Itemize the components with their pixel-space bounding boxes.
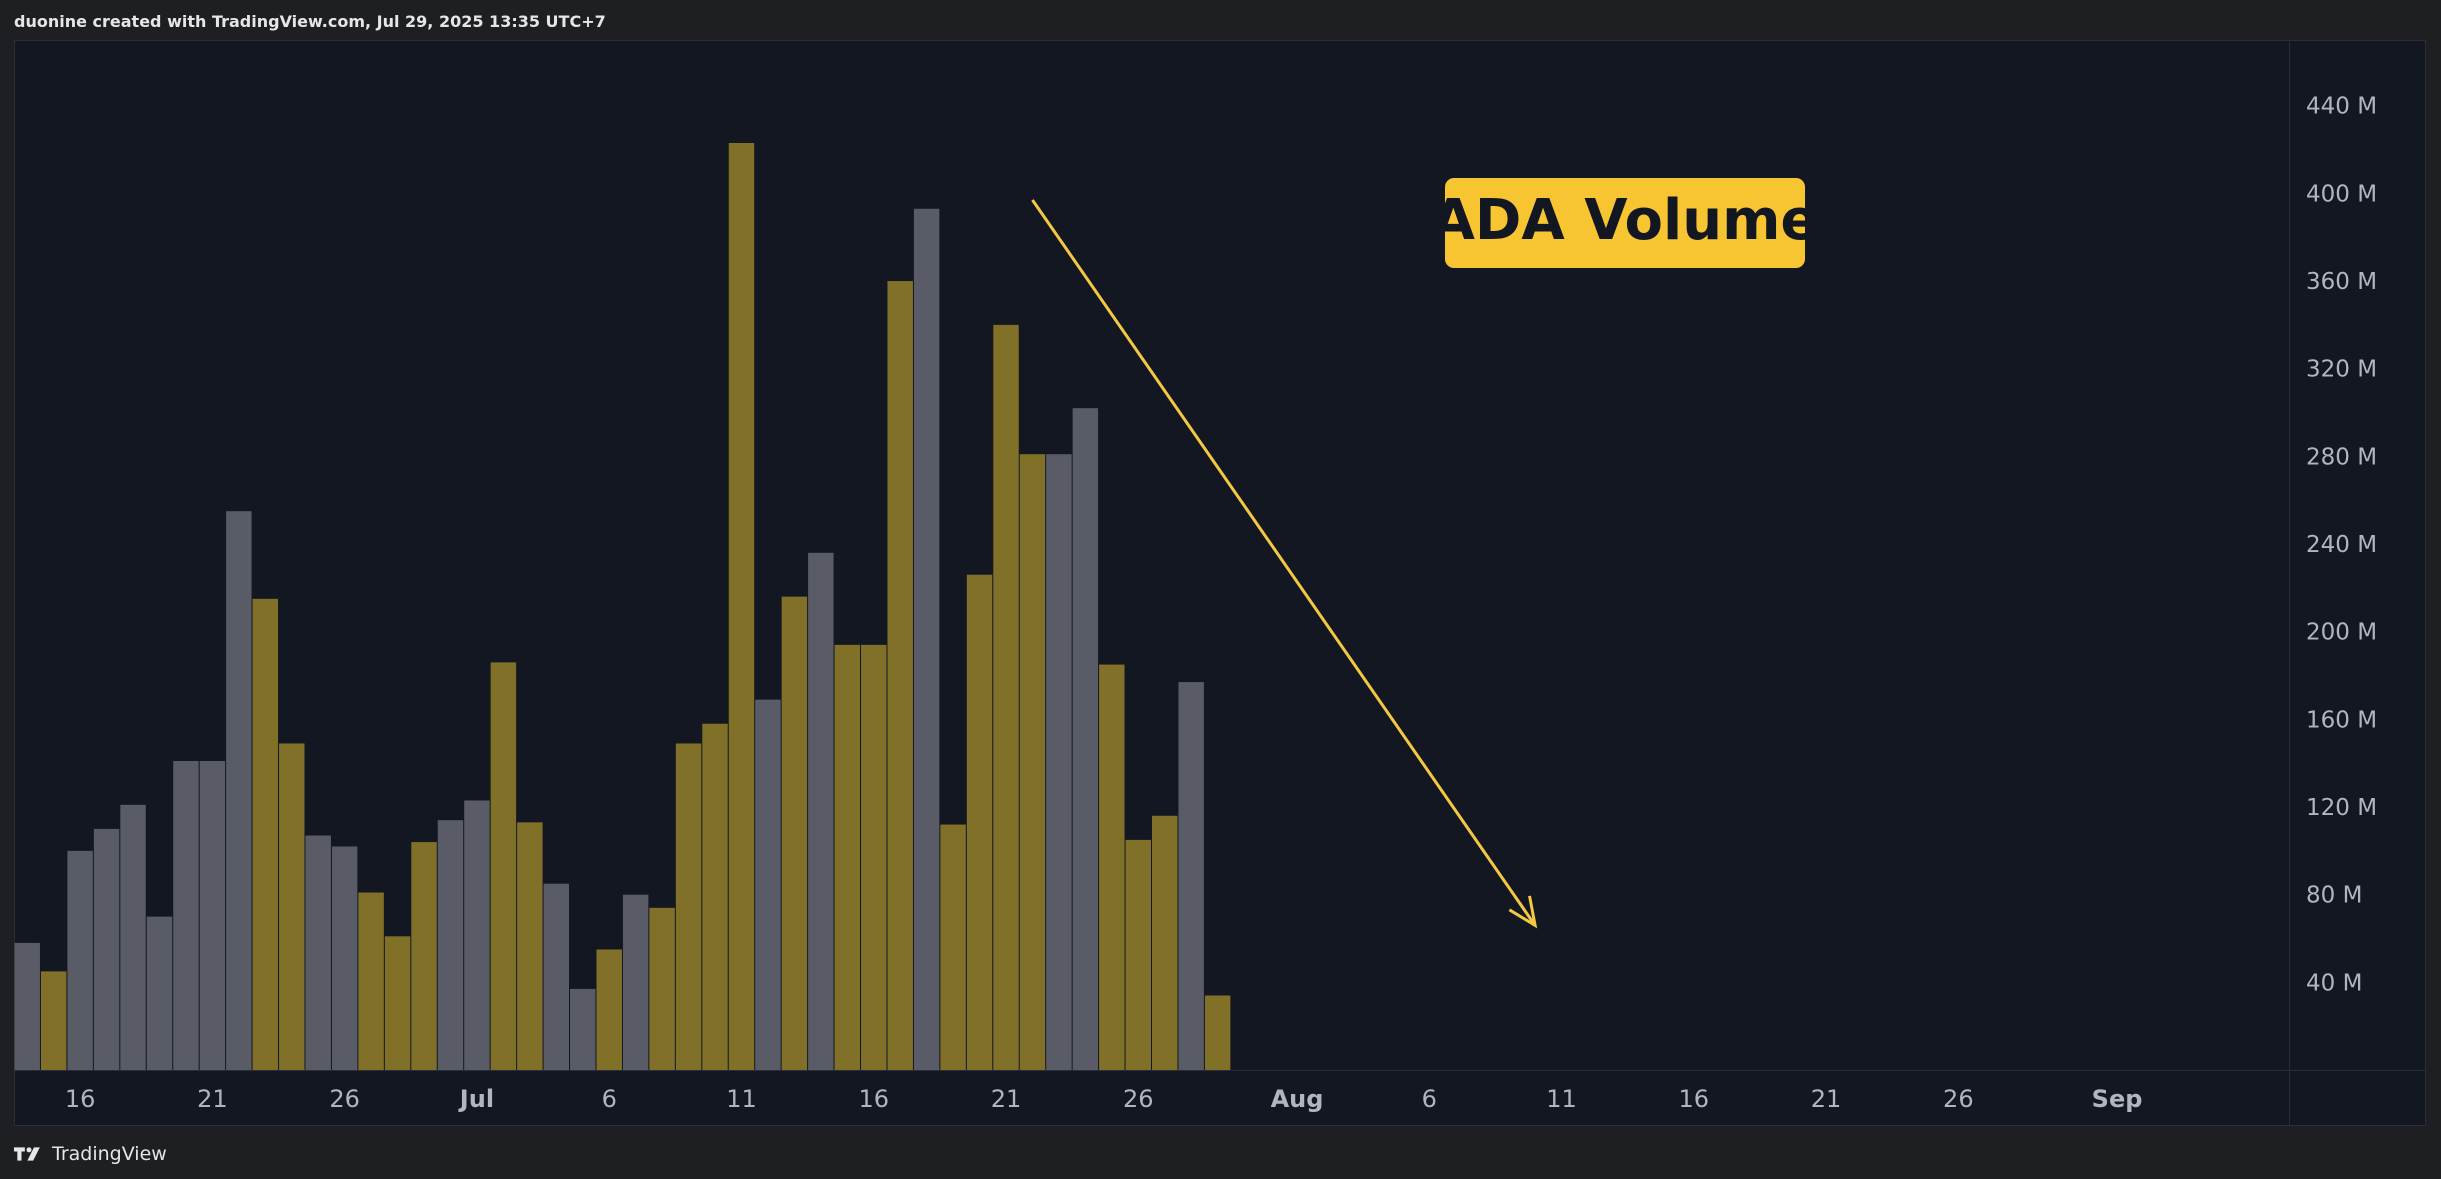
x-tick-label: 21 (991, 1085, 1022, 1113)
volume-bar[interactable] (199, 761, 226, 1070)
volume-bar[interactable] (966, 574, 993, 1070)
trend-arrow-layer (1031, 199, 1538, 929)
volume-bar[interactable] (411, 842, 437, 1070)
x-tick-label: 6 (602, 1085, 617, 1113)
x-tick-label: 26 (1123, 1085, 1154, 1113)
volume-bar[interactable] (596, 949, 622, 1070)
tradingview-logo-icon (14, 1147, 40, 1161)
chart-header: duonine created with TradingView.com, Ju… (14, 12, 606, 31)
y-tick-label: 440 M (2306, 94, 2377, 120)
annotation-layer: ADA Volume (1432, 178, 1819, 268)
volume-bar[interactable] (993, 324, 1019, 1070)
volume-bar[interactable] (861, 644, 887, 1070)
footer: TradingView (14, 1143, 167, 1165)
volume-bar[interactable] (305, 835, 331, 1070)
volume-bar[interactable] (781, 596, 808, 1070)
volume-bar[interactable] (1125, 839, 1151, 1070)
volume-bar[interactable] (834, 644, 861, 1070)
footer-brand: TradingView (52, 1143, 167, 1165)
x-tick-label: Jul (458, 1085, 494, 1113)
y-tick-label: 120 M (2306, 795, 2377, 821)
x-tick-label: 11 (1546, 1085, 1577, 1113)
y-tick-label: 160 M (2306, 707, 2377, 733)
trend-arrow-line[interactable] (1031, 199, 1537, 927)
volume-bar[interactable] (1099, 664, 1125, 1070)
x-tick-label: 16 (858, 1085, 889, 1113)
volume-bar[interactable] (517, 822, 543, 1070)
x-tick-label: 21 (1811, 1085, 1842, 1113)
volume-bar[interactable] (1152, 815, 1178, 1070)
volume-bar[interactable] (67, 850, 93, 1070)
x-axis[interactable]: 16 21 26 Jul 6 11 16 21 26 Aug 6 11 16 21 26 Sep (65, 1085, 2143, 1113)
y-tick-label: 280 M (2306, 444, 2377, 470)
volume-bar[interactable] (808, 552, 834, 1070)
y-tick-label: 360 M (2306, 269, 2377, 295)
bars-layer (14, 143, 1231, 1070)
volume-bar[interactable] (490, 662, 517, 1070)
x-tick-label: 11 (726, 1085, 757, 1113)
y-axis[interactable]: 40 M 80 M 120 M 160 M 200 M 240 M 280 M 320 M 36… (2306, 94, 2377, 997)
volume-bar[interactable] (649, 907, 675, 1070)
x-tick-label: Aug (1271, 1085, 1324, 1113)
volume-bar[interactable] (252, 598, 279, 1070)
x-tick-label: 16 (65, 1085, 96, 1113)
volume-bar[interactable] (543, 883, 570, 1070)
volume-bar[interactable] (1046, 454, 1072, 1070)
volume-bar[interactable] (331, 846, 358, 1070)
y-tick-label: 200 M (2306, 620, 2377, 646)
y-tick-label: 80 M (2306, 883, 2362, 909)
trend-arrow-head[interactable] (1508, 895, 1538, 929)
volume-bar[interactable] (913, 208, 940, 1070)
x-tick-label: 26 (329, 1085, 360, 1113)
y-tick-label: 400 M (2306, 181, 2377, 207)
volume-bar[interactable] (570, 988, 596, 1070)
volume-bar[interactable] (702, 723, 728, 1070)
volume-bar[interactable] (675, 743, 702, 1070)
volume-bar[interactable] (1204, 995, 1231, 1070)
volume-bar[interactable] (279, 743, 305, 1070)
volume-bar[interactable] (887, 281, 913, 1070)
volume-bar[interactable] (40, 971, 67, 1070)
x-tick-label: 26 (1943, 1085, 1974, 1113)
y-tick-label: 40 M (2306, 970, 2362, 996)
volume-bar[interactable] (384, 936, 411, 1070)
volume-bar[interactable] (940, 824, 966, 1070)
volume-bar[interactable] (120, 804, 146, 1070)
volume-bar[interactable] (93, 828, 120, 1070)
volume-bar[interactable] (728, 143, 755, 1070)
volume-bar[interactable] (358, 892, 384, 1070)
volume-bar[interactable] (146, 916, 173, 1070)
volume-bar[interactable] (1178, 682, 1204, 1070)
volume-bar[interactable] (755, 699, 781, 1070)
annotation-text: ADA Volume (1432, 188, 1819, 253)
volume-bar[interactable] (464, 800, 490, 1070)
volume-bar[interactable] (1072, 408, 1099, 1070)
x-tick-label: 16 (1679, 1085, 1710, 1113)
y-tick-label: 320 M (2306, 357, 2377, 383)
y-tick-label: 240 M (2306, 532, 2377, 558)
x-tick-label: 6 (1422, 1085, 1437, 1113)
x-tick-label: Sep (2092, 1085, 2143, 1113)
annotation-background[interactable] (1445, 178, 1805, 268)
volume-bar[interactable] (226, 511, 252, 1070)
volume-bar[interactable] (173, 761, 199, 1070)
volume-bar[interactable] (622, 894, 649, 1070)
volume-bar[interactable] (14, 942, 40, 1070)
volume-bar[interactable] (437, 820, 464, 1070)
x-tick-label: 21 (197, 1085, 228, 1113)
volume-chart[interactable]: ADA Volume 40 M 80 M 120 M 160 M 200 M 240 M 2… (14, 40, 2426, 1126)
volume-bar[interactable] (1019, 454, 1046, 1070)
